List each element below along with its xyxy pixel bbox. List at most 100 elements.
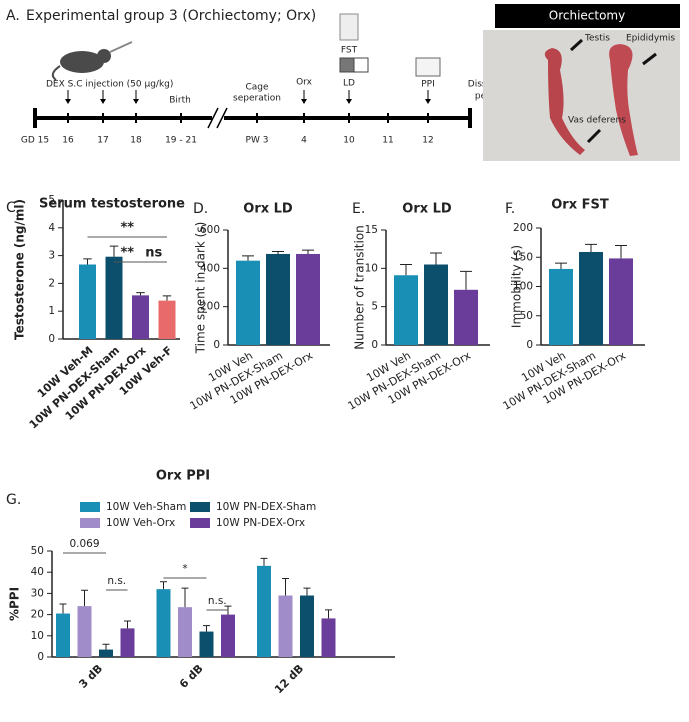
legend-swatch [80, 502, 100, 512]
y-tick-label: 0 [37, 651, 44, 663]
bar [158, 300, 176, 339]
bar [257, 565, 271, 657]
event-label: PPI [421, 80, 435, 90]
bar [79, 264, 96, 339]
y-tick-label: 10 [365, 262, 378, 274]
timeline-label: 12 [422, 136, 433, 146]
photo-title: Orchiectomy [549, 9, 625, 23]
y-axis-label: Time spent in dark (s) [194, 222, 208, 355]
y-tick-label: 150 [513, 251, 533, 263]
error-bar [203, 625, 210, 632]
chart-title: Orx LD [402, 202, 452, 217]
error-bar [272, 250, 284, 254]
bar [454, 289, 478, 345]
bar [105, 256, 123, 339]
timeline-title: Experimental group 3 (Orchiectomy; Orx) [26, 8, 316, 24]
bar [609, 258, 633, 345]
bar [321, 618, 336, 657]
panel-letter: C. [6, 200, 20, 216]
timeline-break [207, 107, 228, 129]
significance-label: * [182, 563, 187, 575]
y-axis-label: Testosterone (ng/ml) [13, 199, 27, 340]
x-tick-label: 3 dB [76, 662, 105, 691]
timeline-label: 16 [62, 136, 74, 146]
bar [579, 251, 603, 345]
panel-letter: E. [352, 201, 365, 217]
bar [266, 253, 290, 345]
y-tick-label: 400 [200, 262, 220, 274]
timeline-label: PW 3 [246, 136, 269, 146]
photo-label: Testis [584, 34, 610, 44]
y-tick-label: 2 [48, 277, 55, 289]
y-tick-label: 0 [526, 339, 533, 351]
legend-swatch [190, 502, 210, 512]
y-tick-label: 0 [213, 339, 220, 351]
chart: C. Serum testosterone Testosterone (ng/ml)… [6, 194, 185, 431]
error-bar [59, 603, 67, 614]
chart: G. Orx PPI %PPI 0 10 20 30 40 50 3 dB 6 dB 12 dB 10W… [6, 469, 395, 696]
error-bar [400, 264, 412, 276]
legend-label: 10W Veh-Sham [106, 501, 186, 513]
arrow-head [133, 99, 139, 104]
panel-letter: A. [6, 8, 20, 24]
y-tick-label: 4 [48, 222, 55, 234]
y-tick-label: 5 [371, 301, 378, 313]
chart-title: Serum testosterone [39, 197, 185, 212]
error-bar [555, 262, 567, 269]
mouse-icon [51, 41, 133, 81]
x-tick-label: 6 dB [177, 662, 206, 691]
panel-letter: F. [505, 201, 515, 217]
error-bar [585, 243, 597, 252]
bar [300, 595, 314, 657]
panel-letter: G. [6, 492, 21, 508]
timeline-label: 19 - 21 [165, 136, 197, 146]
injection-label: DEX S.C injection (50 μg/kg) [46, 80, 173, 90]
significance-label: ** [120, 246, 134, 261]
y-tick-label: 100 [513, 281, 533, 293]
error-bar [430, 252, 442, 265]
significance-label: n.s. [208, 595, 227, 607]
y-tick-label: 5 [48, 194, 55, 206]
chart-title: Orx FST [551, 198, 609, 213]
y-tick-label: 0 [371, 339, 378, 351]
error-bar [260, 557, 268, 566]
event-label: Birth [169, 96, 191, 106]
y-tick-label: 20 [31, 609, 44, 621]
arrow-head [100, 99, 106, 104]
significance-label: n.s. [107, 575, 126, 587]
significance-label: ** [120, 221, 134, 236]
test-icons [339, 13, 441, 77]
error-bar [124, 620, 131, 629]
bar [221, 614, 235, 657]
legend-swatch [190, 518, 210, 528]
charts: C. Serum testosterone Testosterone (ng/ml)… [6, 194, 645, 696]
error-bar [302, 249, 314, 254]
chart-title: Orx LD [243, 202, 293, 217]
photo [483, 30, 680, 161]
significance-label: 0.069 [69, 538, 99, 550]
x-tick-label: 12 dB [272, 662, 306, 696]
error-bar [325, 609, 332, 619]
y-tick-label: 50 [520, 310, 533, 322]
arrow-head [301, 99, 307, 104]
photo-header [495, 4, 680, 28]
error-bar [162, 295, 172, 301]
bar [178, 607, 192, 657]
y-tick-label: 200 [200, 301, 220, 313]
error-bar [303, 587, 311, 596]
timeline-ticks: GD 15 16 17 18 19 - 21 PW 3 4 10 11 12 [21, 90, 434, 146]
event-label: Orx [296, 78, 313, 88]
arrow-head [346, 99, 352, 104]
panel-letter: D. [193, 201, 208, 217]
y-axis-label: Immobility (s) [510, 245, 524, 328]
timeline-label: 17 [97, 136, 108, 146]
event-label: seperation [233, 94, 281, 104]
error-bar [181, 587, 189, 608]
error-bar [282, 578, 289, 596]
error-bar [242, 255, 254, 261]
arrow-head [425, 99, 431, 104]
error-bar [160, 581, 167, 590]
legend-label: 10W PN-DEX-Sham [216, 501, 316, 513]
error-bar [109, 245, 119, 257]
